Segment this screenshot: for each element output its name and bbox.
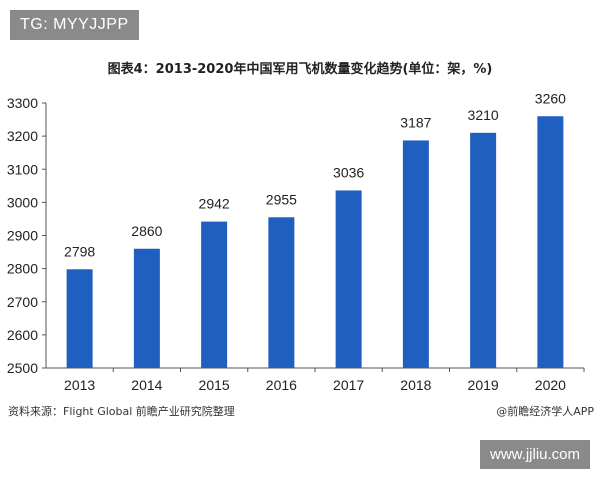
y-tick-label: 3300 xyxy=(7,95,38,111)
bar xyxy=(402,140,429,368)
bar xyxy=(537,116,564,368)
y-tick-label: 2900 xyxy=(7,228,38,244)
source-note: 资料来源：Flight Global 前瞻产业研究院整理 xyxy=(8,405,235,418)
y-tick-label: 2800 xyxy=(7,261,38,277)
x-tick-label: 2013 xyxy=(64,377,95,393)
y-tick-label: 2600 xyxy=(7,327,38,343)
watermark-tag: TG: MYYJJPP xyxy=(10,10,139,40)
x-tick-label: 2018 xyxy=(400,377,431,393)
bar xyxy=(133,248,160,368)
watermark-url: www.jjliu.com xyxy=(479,440,590,469)
data-label: 2798 xyxy=(64,243,95,259)
data-label: 2860 xyxy=(131,223,162,239)
x-tick-label: 2015 xyxy=(199,377,230,393)
bar xyxy=(470,132,497,368)
data-label: 2942 xyxy=(199,196,230,212)
y-tick-label: 3100 xyxy=(7,161,38,177)
x-tick-label: 2016 xyxy=(266,377,297,393)
brand-label: @前瞻经济学人APP xyxy=(496,405,594,418)
bar xyxy=(66,269,93,368)
x-tick-label: 2014 xyxy=(131,377,162,393)
bar xyxy=(201,221,228,368)
data-label: 2955 xyxy=(266,191,297,207)
data-label: 3036 xyxy=(333,164,364,180)
bar xyxy=(335,190,362,368)
chart-title: 图表4：2013-2020年中国军用飞机数量变化趋势(单位：架，%) xyxy=(107,62,493,77)
x-tick-label: 2017 xyxy=(333,377,364,393)
y-tick-label: 3200 xyxy=(7,128,38,144)
data-label: 3187 xyxy=(400,114,431,130)
data-label: 3260 xyxy=(535,90,566,106)
x-tick-label: 2019 xyxy=(468,377,499,393)
data-label: 3210 xyxy=(468,107,499,123)
y-tick-label: 2500 xyxy=(7,360,38,376)
x-tick-label: 2020 xyxy=(535,377,566,393)
y-tick-label: 3000 xyxy=(7,194,38,210)
bar-chart: 2500 2600 2700 2800 2900 3000 3100 3200 3300 2798… xyxy=(7,90,585,393)
bar xyxy=(268,217,295,368)
y-tick-label: 2700 xyxy=(7,294,38,310)
